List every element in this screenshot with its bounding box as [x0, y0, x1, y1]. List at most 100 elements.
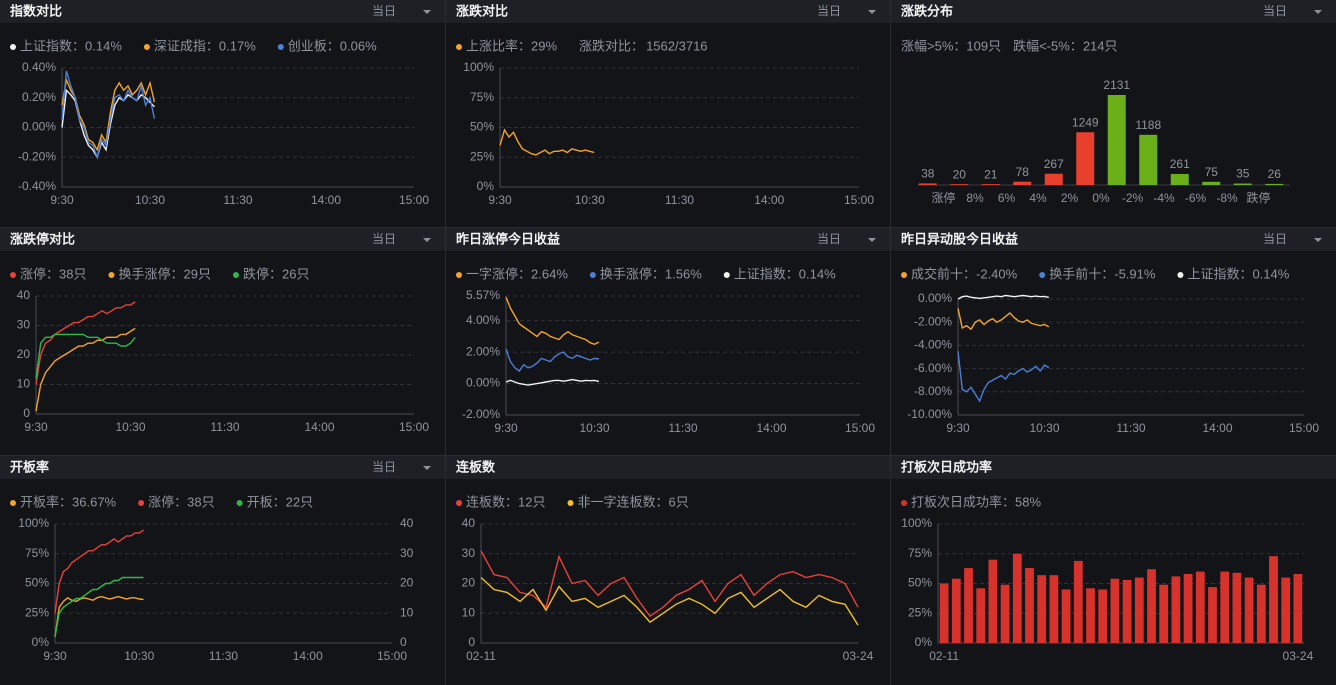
legend-label: 一字涨停：: [466, 266, 531, 281]
x-tick-label: 15:00: [399, 193, 429, 207]
legend-dot: [10, 272, 16, 278]
y2-tick-label: 30: [400, 546, 414, 560]
bar: [1107, 95, 1126, 185]
legend-dot: [567, 500, 574, 506]
bar: [1232, 572, 1242, 643]
y-tick-label: 40: [17, 288, 31, 302]
legend-value: 38只: [59, 266, 86, 281]
x-tick-label: 9:30: [494, 421, 518, 435]
panel-header: [0, 0, 445, 23]
legend-dot: [456, 44, 462, 50]
ratio-up: 1562: [646, 38, 675, 53]
series-line: [35, 327, 136, 412]
y-tick-label: 50%: [908, 576, 932, 590]
x-tick-label: 10:30: [579, 421, 609, 435]
dropdown-arrow[interactable]: [423, 466, 431, 470]
stat-value: 214只: [1083, 38, 1118, 53]
dropdown-arrow[interactable]: [423, 238, 431, 242]
y-tick-label: -10.00%: [907, 407, 952, 421]
bar: [976, 588, 986, 643]
range-dropdown[interactable]: 当日: [372, 232, 396, 246]
y-tick-label: 50%: [25, 576, 49, 590]
legend-label: 成交前十：: [911, 266, 976, 281]
panel-header: [446, 228, 890, 251]
bar: [1013, 181, 1032, 185]
bar: [951, 578, 961, 643]
dropdown-arrow[interactable]: [1314, 238, 1322, 242]
range-dropdown[interactable]: 当日: [1263, 232, 1287, 246]
x-tick-label: 11:30: [209, 649, 238, 663]
x-tick-label: 11:30: [223, 193, 252, 207]
bar-value-label: 21: [984, 167, 998, 181]
dropdown-arrow[interactable]: [423, 10, 431, 14]
bar: [939, 583, 949, 643]
y-tick-label: 30: [17, 318, 31, 332]
x-tick-label: 11:30: [210, 420, 239, 434]
x-tick-label: 14:00: [756, 421, 786, 435]
bar: [1086, 588, 1095, 643]
dropdown-arrow[interactable]: [868, 10, 876, 14]
x-tick-label: 15:00: [844, 193, 874, 207]
bar: [1025, 568, 1034, 643]
x-tick-label: 11:30: [668, 421, 697, 435]
legend-label: 打板次日成功率：: [911, 494, 1015, 509]
legend-dot: [143, 44, 150, 50]
series-line: [957, 294, 1049, 300]
series-line: [35, 301, 136, 385]
series-line: [505, 296, 600, 346]
bar: [1000, 584, 1010, 643]
bin-label: -2%: [1122, 191, 1144, 205]
range-dropdown[interactable]: 当日: [817, 232, 841, 246]
y-tick-label: 20: [462, 576, 476, 590]
y-tick-label: 10: [462, 605, 476, 619]
x-tick-label: 10:30: [135, 193, 165, 207]
bar: [1073, 560, 1083, 643]
bar: [1183, 573, 1193, 643]
y-tick-label: -0.40%: [18, 179, 56, 193]
bar: [1159, 584, 1169, 643]
bar: [1171, 576, 1181, 643]
x-tick-label: 9:30: [946, 421, 970, 435]
legend-value: 2.64%: [531, 266, 568, 281]
legend-label: 上涨比率：: [466, 38, 531, 53]
bin-label: 8%: [966, 191, 984, 205]
series-line: [54, 576, 144, 638]
bar: [1281, 577, 1291, 643]
x-tick-label: 10:30: [575, 193, 605, 207]
y-tick-label: -6.00%: [914, 361, 952, 375]
legend-value: 22只: [286, 494, 313, 509]
range-dropdown[interactable]: 当日: [817, 4, 841, 18]
x-tick-label: 10:30: [115, 420, 145, 434]
y2-tick-label: 40: [400, 516, 414, 530]
bar: [1220, 571, 1230, 643]
bar: [1256, 584, 1266, 643]
dropdown-arrow[interactable]: [1314, 10, 1322, 14]
series-line: [54, 529, 144, 614]
legend-value: -5.91%: [1114, 266, 1156, 281]
dropdown-arrow[interactable]: [868, 238, 876, 242]
panel-title: 指数对比: [10, 3, 62, 18]
bin-label: 2%: [1061, 191, 1079, 205]
bar: [1134, 577, 1144, 643]
bar: [1037, 575, 1047, 643]
bar-value-label: 20: [953, 167, 967, 181]
bar: [1122, 579, 1132, 643]
range-dropdown[interactable]: 当日: [1263, 4, 1287, 18]
bar: [1202, 181, 1221, 185]
panel-header: [891, 0, 1336, 23]
range-dropdown[interactable]: 当日: [372, 4, 396, 18]
bin-label: 4%: [1029, 191, 1047, 205]
series-line: [35, 333, 136, 379]
range-dropdown[interactable]: 当日: [372, 460, 396, 474]
bar-value-label: 35: [1236, 167, 1250, 181]
series-line: [54, 595, 144, 638]
y-tick-label: 0.00%: [466, 376, 500, 390]
bar: [988, 559, 998, 643]
y-tick-label: 100%: [463, 60, 494, 74]
legend-label: 换手涨停：: [600, 266, 665, 281]
legend-value: 29只: [184, 266, 211, 281]
bar-value-label: 261: [1170, 157, 1190, 171]
legend-value: 26只: [282, 266, 309, 281]
y-tick-label: -2.00%: [914, 314, 952, 328]
